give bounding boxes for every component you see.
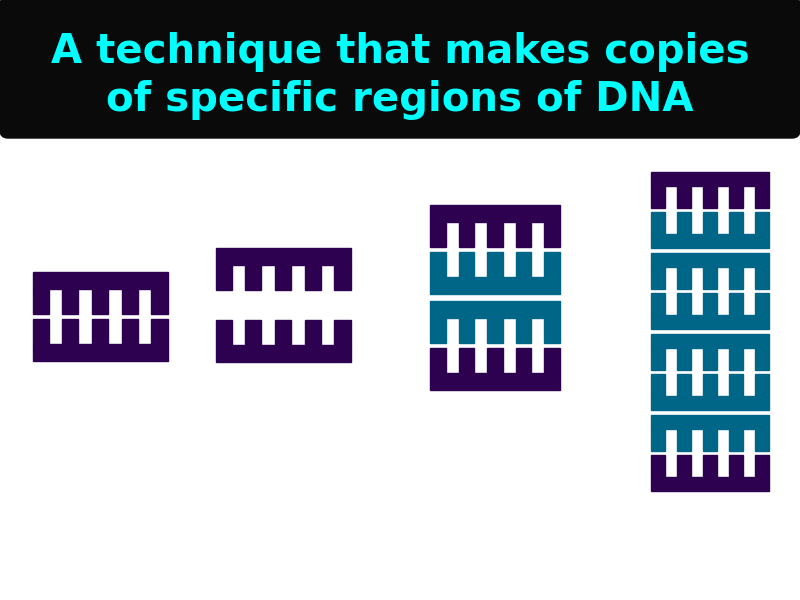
Bar xyxy=(651,374,665,395)
Bar xyxy=(92,289,108,314)
Bar xyxy=(215,265,232,290)
Bar xyxy=(703,349,717,370)
Bar xyxy=(151,289,167,314)
Bar xyxy=(729,187,743,208)
Bar xyxy=(458,348,474,373)
Bar xyxy=(703,268,717,289)
Bar xyxy=(755,268,769,289)
FancyBboxPatch shape xyxy=(0,0,800,138)
Bar xyxy=(677,430,691,451)
Bar xyxy=(92,319,108,344)
Bar xyxy=(33,272,167,289)
Bar xyxy=(544,318,560,343)
Bar xyxy=(458,318,474,343)
Bar xyxy=(544,348,560,373)
Bar xyxy=(755,374,769,395)
Bar xyxy=(677,293,691,314)
Bar xyxy=(729,455,743,476)
Bar xyxy=(430,318,446,343)
Bar xyxy=(651,476,769,491)
Bar xyxy=(703,187,717,208)
Bar xyxy=(703,455,717,476)
Bar xyxy=(703,430,717,451)
Bar xyxy=(729,430,743,451)
Bar xyxy=(334,265,350,290)
Bar xyxy=(275,320,291,345)
Bar xyxy=(544,222,560,247)
Bar xyxy=(215,345,350,362)
Bar xyxy=(729,212,743,233)
Bar xyxy=(755,455,769,476)
Bar xyxy=(755,349,769,370)
Bar xyxy=(703,374,717,395)
Bar xyxy=(677,374,691,395)
Bar xyxy=(677,455,691,476)
Bar xyxy=(430,222,446,247)
Bar xyxy=(651,268,665,289)
Bar xyxy=(651,349,665,370)
Bar xyxy=(516,348,531,373)
Bar xyxy=(729,349,743,370)
Bar xyxy=(651,172,769,187)
Bar xyxy=(703,212,717,233)
Bar xyxy=(677,268,691,289)
Bar xyxy=(651,455,665,476)
Bar xyxy=(755,430,769,451)
Bar xyxy=(33,344,167,361)
Bar xyxy=(430,205,560,222)
Bar xyxy=(33,319,49,344)
Bar xyxy=(729,293,743,314)
Bar xyxy=(703,293,717,314)
Bar xyxy=(487,348,503,373)
Bar xyxy=(122,289,138,314)
Bar xyxy=(651,253,769,268)
Bar xyxy=(458,252,474,277)
Bar xyxy=(305,320,321,345)
Bar xyxy=(33,289,49,314)
Bar xyxy=(677,212,691,233)
Text: of specific regions of DNA: of specific regions of DNA xyxy=(106,80,694,120)
Bar xyxy=(245,320,262,345)
Bar xyxy=(62,289,78,314)
Bar xyxy=(516,318,531,343)
Bar xyxy=(677,187,691,208)
Bar xyxy=(275,265,291,290)
Bar xyxy=(487,222,503,247)
Bar xyxy=(487,252,503,277)
Bar xyxy=(430,301,560,318)
Bar xyxy=(729,374,743,395)
Bar xyxy=(215,320,232,345)
Bar xyxy=(430,277,560,294)
Bar xyxy=(245,265,262,290)
Bar xyxy=(544,252,560,277)
Bar xyxy=(516,252,531,277)
Bar xyxy=(651,334,769,349)
Bar xyxy=(651,293,665,314)
Bar xyxy=(334,320,350,345)
Bar xyxy=(651,187,665,208)
Bar xyxy=(755,187,769,208)
Bar xyxy=(516,222,531,247)
Bar xyxy=(430,373,560,390)
Bar xyxy=(122,319,138,344)
Bar xyxy=(487,318,503,343)
Bar xyxy=(458,222,474,247)
Bar xyxy=(651,314,769,329)
Bar xyxy=(430,348,446,373)
Bar xyxy=(651,395,769,410)
Bar xyxy=(755,212,769,233)
Bar xyxy=(651,415,769,430)
Text: A technique that makes copies: A technique that makes copies xyxy=(50,32,750,72)
Bar xyxy=(755,293,769,314)
Bar xyxy=(651,212,665,233)
Bar xyxy=(651,233,769,248)
Bar xyxy=(305,265,321,290)
Bar xyxy=(151,319,167,344)
Bar xyxy=(62,319,78,344)
Bar xyxy=(677,349,691,370)
Bar xyxy=(651,430,665,451)
Bar xyxy=(215,248,350,265)
Bar xyxy=(729,268,743,289)
Bar xyxy=(430,252,446,277)
